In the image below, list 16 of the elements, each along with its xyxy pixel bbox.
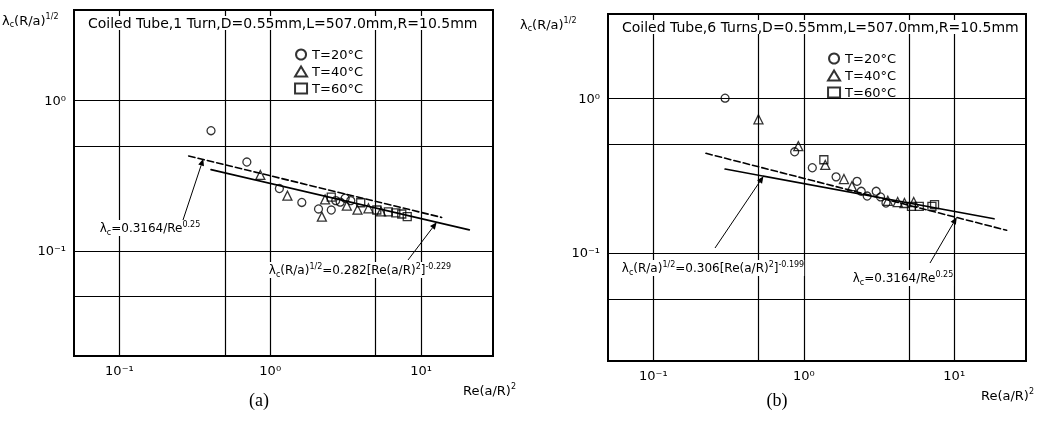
x-tick-label: 10⁻¹ <box>638 368 668 383</box>
x-tick-label: 10⁻¹ <box>105 363 134 378</box>
legend-label: T=20°C <box>844 51 896 66</box>
chart-title: Coiled Tube,6 Turns,D=0.55mm,L=507.0mm,R=10.5mm <box>622 19 1019 35</box>
legend-label: T=60°C <box>844 85 896 100</box>
text: (b) <box>766 390 788 411</box>
legend-label: T=40°C <box>844 68 896 83</box>
x-tick-label: 10⁰ <box>792 368 815 383</box>
x-tick-label: 10¹ <box>943 368 966 383</box>
text: (a) <box>249 390 269 411</box>
legend-label: T=60°C <box>311 81 363 96</box>
chart-title: Coiled Tube,1 Turn,D=0.55mm,L=507.0mm,R=10.5mm <box>88 15 478 31</box>
x-tick-label: 10¹ <box>410 363 432 378</box>
legend-label: T=20°C <box>311 47 363 62</box>
x-tick-label: 10⁰ <box>259 363 282 378</box>
legend-label: T=40°C <box>311 64 363 79</box>
